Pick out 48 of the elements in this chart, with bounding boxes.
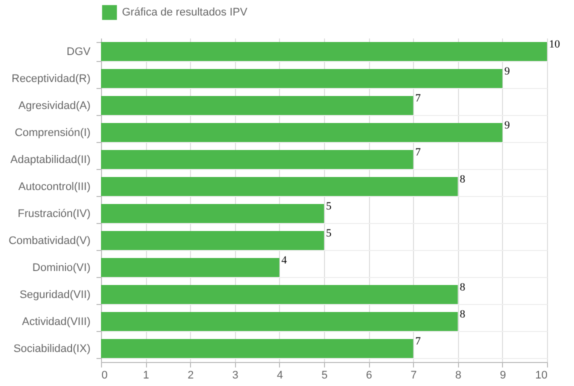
data-label: 9 [504,66,510,78]
x-tick-label: 5 [321,370,328,382]
data-label: 8 [460,282,466,294]
data-label: 7 [415,146,422,158]
bar [101,258,280,277]
data-label: 5 [326,200,332,212]
data-label: 5 [326,228,332,240]
data-label: 8 [460,174,466,186]
y-tick-label: Dominio(VI) [32,262,90,274]
y-tick-label: Actividad(VIII) [22,316,90,328]
y-tick-label: Adaptabilidad(II) [10,154,90,166]
y-tick-label: Receptividad(R) [12,73,90,85]
x-tick-label: 10 [535,370,548,382]
x-tick-label: 4 [276,370,283,382]
x-tick-label: 6 [366,370,372,382]
y-tick-label: Sociabilidad(IX) [13,343,90,355]
x-tick-label: 8 [455,370,462,382]
bar [101,231,324,250]
y-tick-label: Agresividad(A) [18,100,90,112]
bar [101,96,414,115]
x-tick-label: 7 [410,370,417,382]
x-tick-label: 1 [143,370,150,382]
data-label: 7 [415,336,422,348]
data-label: 9 [504,120,510,132]
data-label: 8 [460,308,466,320]
bar [101,339,414,358]
bar [101,69,502,88]
data-label: 7 [415,92,422,104]
y-tick-label: DGV [66,46,92,58]
x-tick-label: 9 [500,370,506,382]
x-tick-label: 3 [232,370,238,382]
y-tick-label: Comprensión(I) [14,127,90,139]
legend-label: Gráfica de resultados IPV [122,6,248,18]
bar [101,150,414,169]
y-tick-label: Seguridad(VII) [20,289,90,301]
x-tick-label: 2 [188,370,194,382]
x-tick-label: 0 [102,370,108,382]
data-label: 10 [549,38,560,50]
bar [101,285,458,304]
bar [101,204,324,223]
bar [101,312,458,331]
bar [101,177,458,196]
y-tick-label: Combatividad(V) [8,235,90,247]
bar [101,123,502,142]
data-label: 4 [281,254,288,266]
y-tick-label: Frustración(IV) [18,208,90,220]
y-tick-label: Autocontrol(III) [18,181,90,193]
bar [101,42,547,61]
